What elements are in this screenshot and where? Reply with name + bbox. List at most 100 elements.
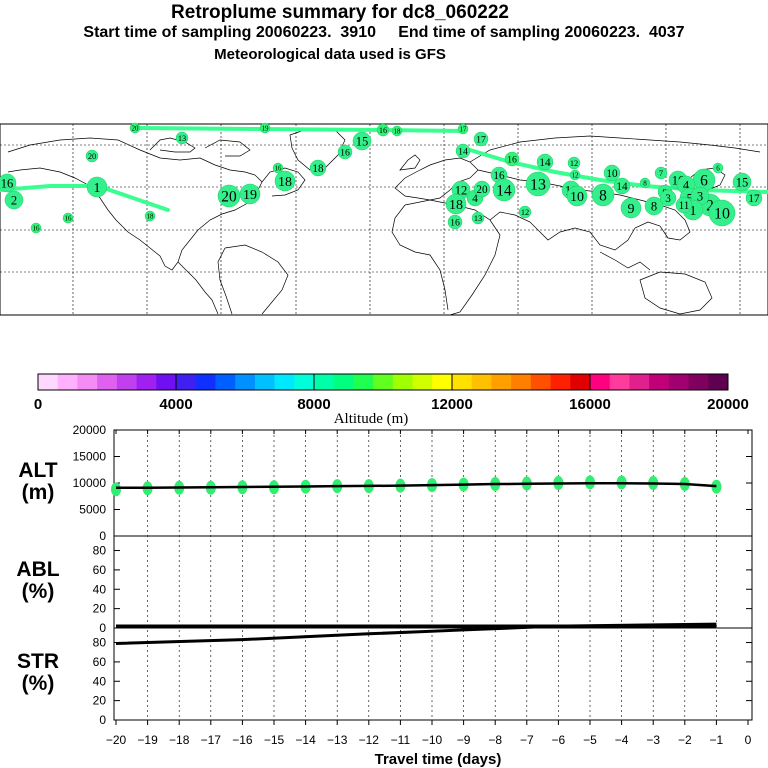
- plume-marker: [144, 210, 156, 222]
- panel-title: ABL: [16, 558, 59, 581]
- y-tick-label: 0: [99, 529, 106, 543]
- plume-label: 20: [221, 188, 237, 205]
- x-tick-label: −19: [137, 733, 158, 747]
- colorbar-swatch: [274, 374, 295, 390]
- x-tick-label: −17: [201, 733, 222, 747]
- plume-label: 15: [736, 175, 749, 189]
- plume-label: 20: [132, 124, 140, 132]
- plume-label: 13: [530, 177, 546, 194]
- x-tick-label: −6: [552, 733, 566, 747]
- plume-label: 10: [570, 190, 584, 205]
- plume-marker: [445, 193, 467, 215]
- colorbar-swatch: [235, 374, 256, 390]
- colorbar-swatch: [215, 374, 236, 390]
- colorbar-swatch: [136, 374, 157, 390]
- colorbar-tick-label: 16000: [569, 396, 611, 413]
- plume-label: 19: [262, 124, 270, 132]
- colorbar-swatch: [629, 374, 650, 390]
- str-line: [115, 622, 717, 645]
- plume-marker: [272, 162, 284, 174]
- y-tick-label: 10000: [73, 476, 107, 490]
- colorbar-swatch: [97, 374, 118, 390]
- altitude-colorbar: 0 4000 8000 12000 16000 20000 Altitude (m): [34, 373, 749, 427]
- plume-label: 15: [356, 134, 369, 148]
- colorbar-swatch: [550, 374, 571, 390]
- alt-data-point: [111, 482, 121, 497]
- x-tick-label: −11: [391, 733, 411, 747]
- y-tick-label: 60: [93, 655, 107, 669]
- x-tick-label: −12: [359, 733, 380, 747]
- y-tick-label: 15000: [73, 450, 107, 464]
- plume-marker: [86, 176, 108, 198]
- alt-data-point: [711, 479, 722, 494]
- x-tick-label: −18: [169, 733, 190, 747]
- x-tick-label: −20: [106, 733, 127, 747]
- colorbar-swatch: [570, 374, 591, 390]
- plume-label: 12: [572, 171, 580, 179]
- plume-label: 16: [33, 224, 41, 232]
- x-tick-label: −4: [615, 733, 629, 747]
- coastlines: [7, 127, 761, 316]
- colorbar-swatch: [314, 374, 335, 390]
- x-tick-label: −10: [422, 733, 443, 747]
- plume-label: 3: [697, 189, 703, 203]
- x-tick-label: −7: [520, 733, 534, 747]
- plume-marker: [455, 143, 471, 159]
- colorbar-swatch: [668, 374, 689, 390]
- plume-marker: [536, 153, 554, 171]
- plume-label: 16: [379, 126, 387, 135]
- y-tick-label: 60: [93, 563, 107, 577]
- plume-label: 16: [275, 164, 283, 172]
- colorbar-swatch: [116, 374, 137, 390]
- plume-marker: [603, 164, 621, 182]
- x-tick-label: −13: [327, 733, 348, 747]
- y-tick-label: 20000: [73, 423, 107, 437]
- plume-label: 12: [570, 159, 578, 168]
- plume-marker: [259, 122, 271, 134]
- plume-marker: [659, 189, 677, 207]
- x-tick-label: −14: [295, 733, 316, 747]
- plume-label: 20: [88, 152, 96, 161]
- plume-marker: [492, 178, 516, 202]
- panel-title: ALT: [18, 459, 57, 482]
- colorbar-swatch: [649, 374, 670, 390]
- colorbar-swatch: [195, 374, 216, 390]
- plume-label: 14: [458, 146, 468, 157]
- plume-label: 14: [616, 181, 628, 193]
- plume-marker: [654, 166, 668, 180]
- plume-label: 3: [665, 193, 671, 205]
- plume-label: 11: [679, 200, 690, 212]
- plume-label: 8: [599, 187, 607, 204]
- y-tick-label: 40: [93, 674, 107, 688]
- plume-label: 17: [748, 193, 760, 205]
- plume-label: 12: [455, 183, 468, 197]
- x-tick-label: −8: [488, 733, 502, 747]
- plume-label: 4: [472, 193, 478, 205]
- plume-marker: [337, 144, 353, 160]
- colorbar-swatch: [452, 374, 473, 390]
- plume-label: 16: [340, 147, 350, 158]
- plume-marker: [613, 177, 631, 195]
- colorbar-swatch: [530, 374, 551, 390]
- y-tick-label: 80: [93, 636, 107, 650]
- plume-label: 1: [690, 204, 697, 219]
- plume-marker: [732, 172, 752, 192]
- plume-label: 20: [476, 184, 488, 196]
- plume-marker: [639, 177, 651, 189]
- plume-marker: [0, 173, 17, 193]
- plume-label: 10: [714, 206, 730, 223]
- colorbar-swatch: [412, 374, 433, 390]
- colorbar-tick-label: 8000: [297, 396, 330, 413]
- y-tick-label: 5000: [79, 503, 106, 517]
- plume-marker: [591, 183, 615, 207]
- trajectory-line: [0, 184, 170, 212]
- colorbar-tick-label: 4000: [159, 396, 192, 413]
- plume-label: 17: [476, 134, 486, 145]
- panel-title-unit: (%): [22, 672, 55, 695]
- plume-label: 13: [178, 134, 186, 143]
- plume-label: 10: [606, 168, 618, 180]
- met-data-note: Meteorological data used is GFS: [214, 46, 446, 63]
- plume-marker: [620, 197, 642, 219]
- panel-title: STR: [17, 650, 59, 673]
- x-tick-label: −5: [583, 733, 597, 747]
